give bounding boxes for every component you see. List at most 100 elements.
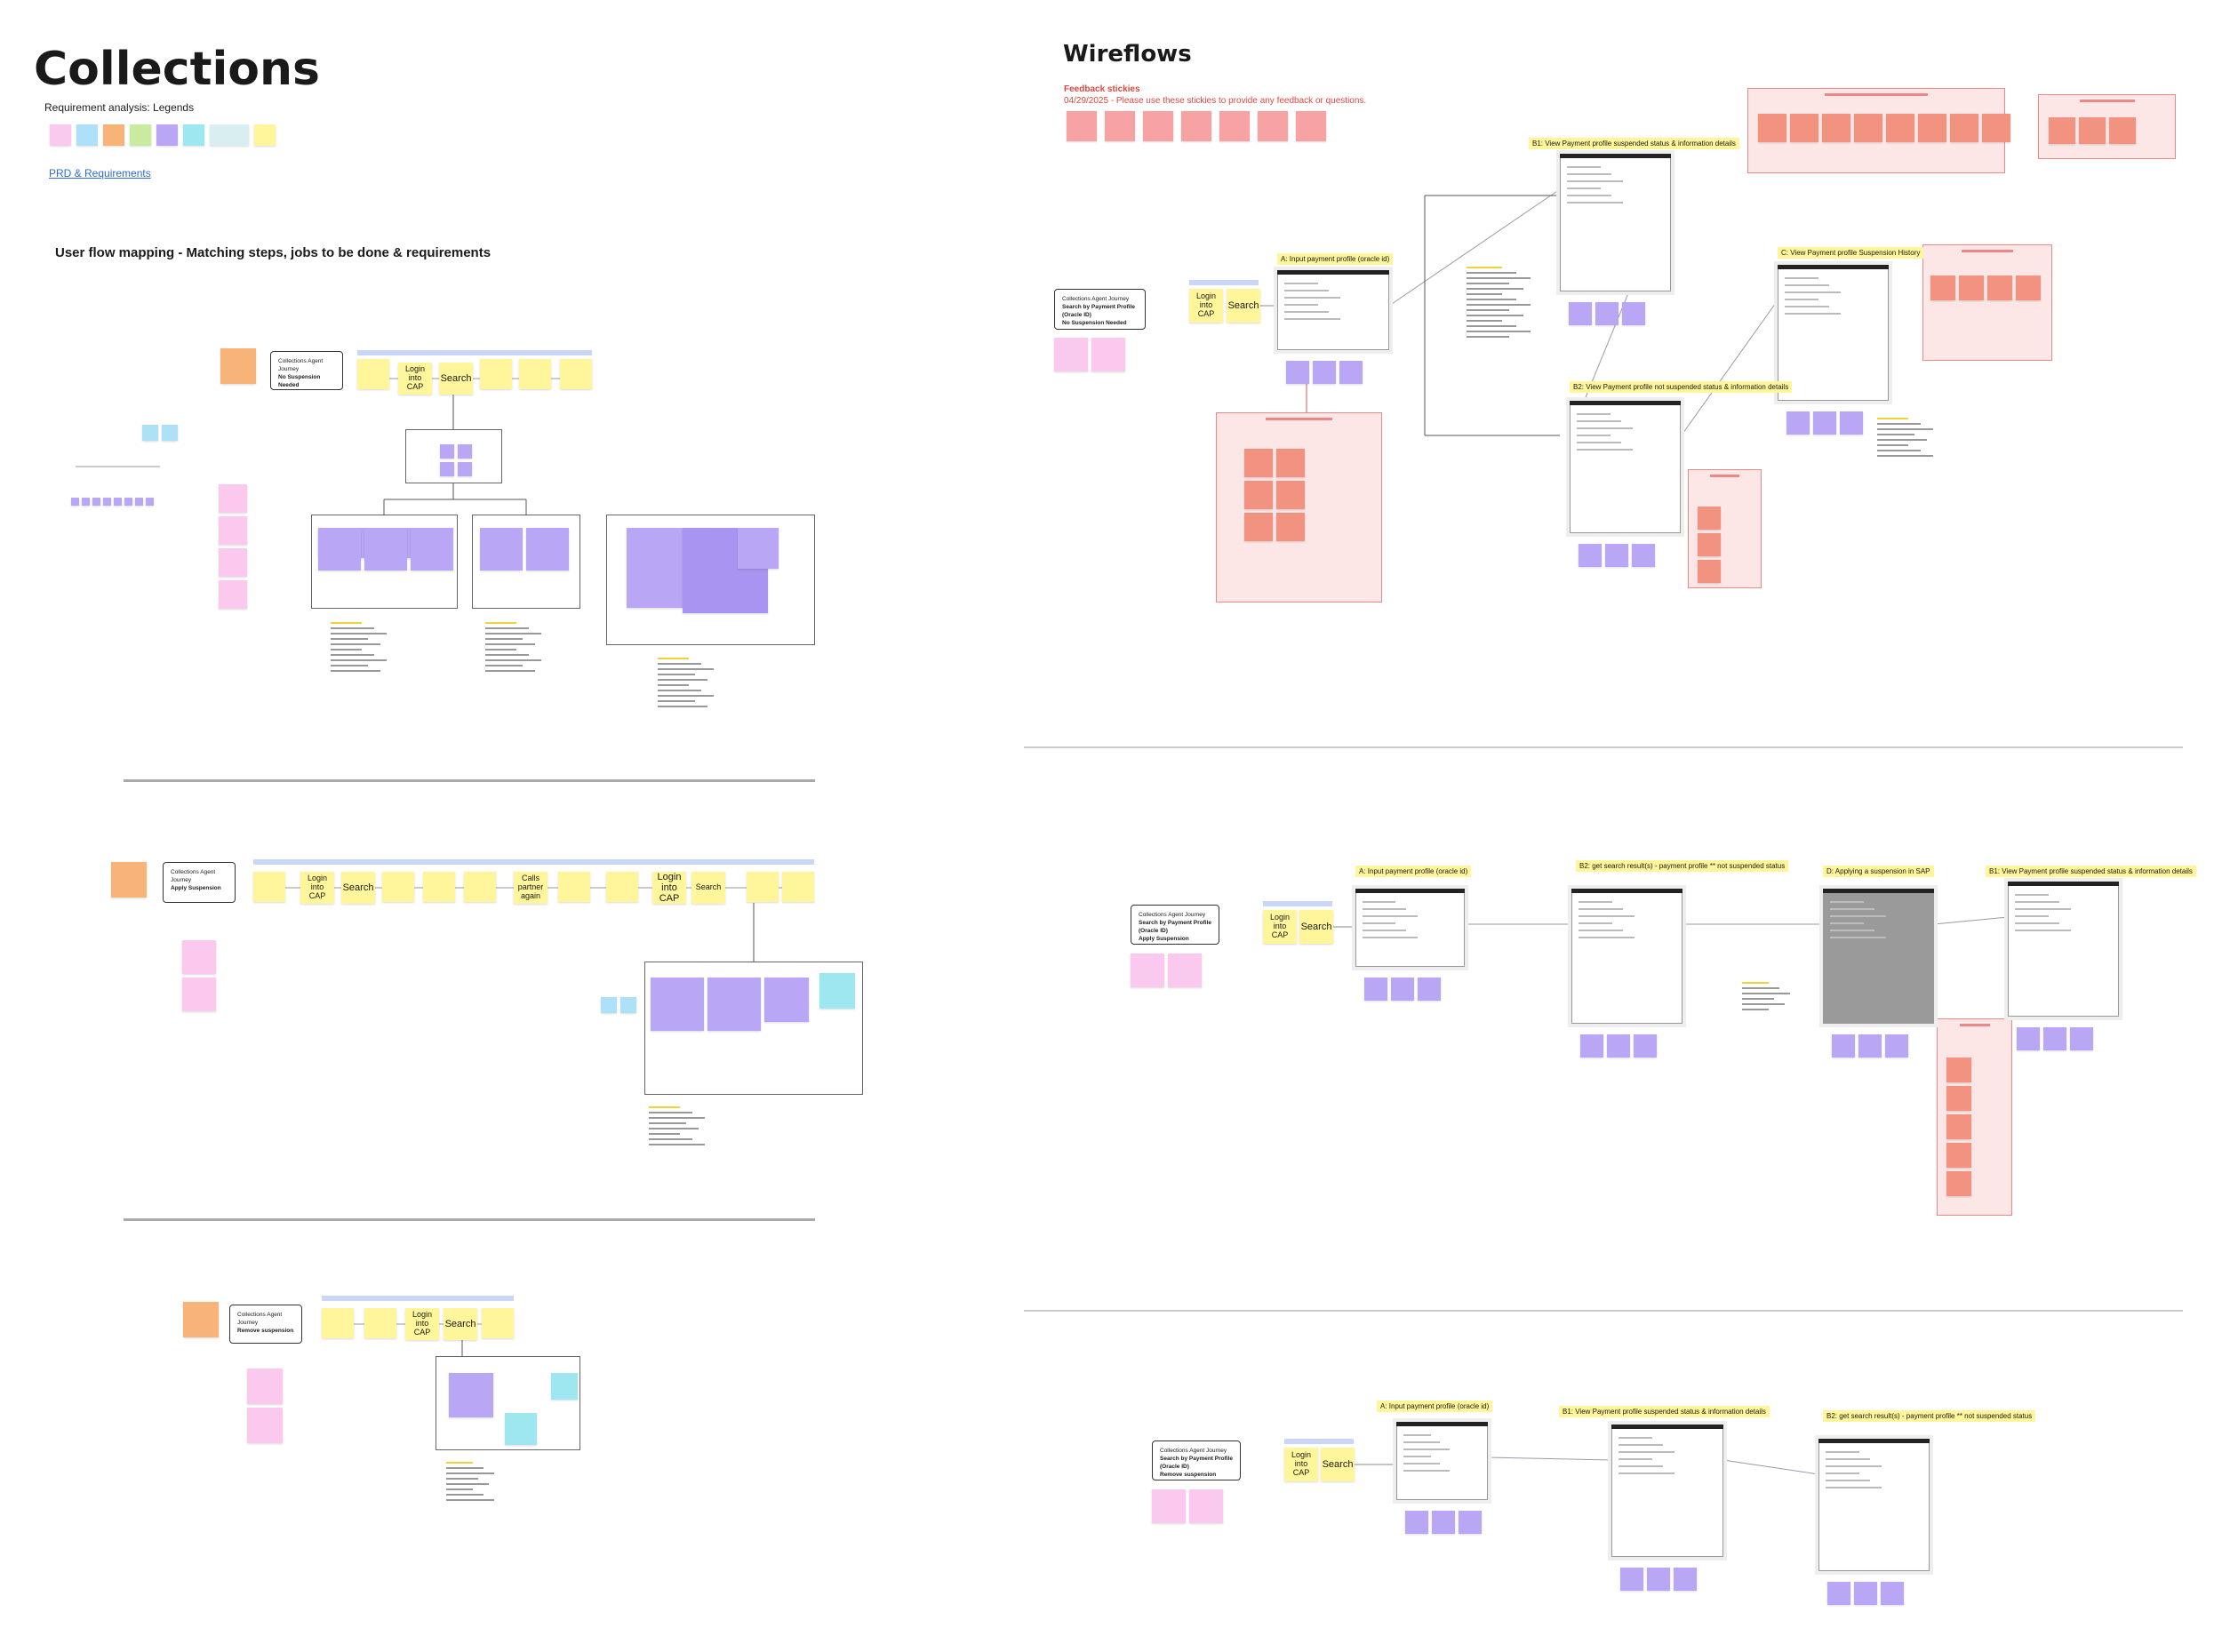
sticky-note	[1885, 1034, 1908, 1057]
sticky-note	[1698, 533, 1721, 556]
feedback-panel	[2038, 94, 2176, 159]
panel-heading	[1266, 418, 1332, 420]
flow-step: Login into CAP	[652, 872, 686, 904]
sticky-note	[1152, 1489, 1186, 1523]
screen-line	[1363, 937, 1418, 938]
screen-line	[1826, 1451, 1859, 1453]
panel-heading	[1959, 1024, 1990, 1026]
note-line	[1742, 993, 1790, 994]
sticky-note	[1432, 1511, 1455, 1534]
step-text: Login into CAP	[412, 1310, 433, 1337]
journey-text: Remove suspension	[1160, 1472, 1217, 1479]
sticky-note	[1854, 114, 1882, 142]
sticky-note	[551, 1373, 578, 1400]
screen-line	[1577, 427, 1633, 429]
sticky-note	[1674, 1568, 1697, 1591]
sticky-note	[1946, 1057, 1971, 1082]
sticky-note	[124, 498, 132, 506]
journey-text: Search by Payment Profile (Oracle ID)	[1139, 920, 1212, 935]
wireframe-screen	[1571, 889, 1682, 1024]
sticky-note	[219, 580, 247, 609]
section-label: C: View Payment profile Suspension Histo…	[1778, 247, 1924, 259]
connector	[1487, 1456, 1612, 1461]
sticky-note	[1632, 544, 1655, 567]
screen-line	[1284, 318, 1340, 320]
sticky-note	[1181, 111, 1211, 141]
sticky-note	[1786, 411, 1810, 435]
step-text: Search	[1322, 1458, 1354, 1470]
note-line	[1467, 272, 1516, 274]
screen-line	[1284, 311, 1330, 313]
note-line	[658, 674, 695, 675]
sticky-note	[1950, 114, 1978, 142]
step-text: Search	[1227, 299, 1259, 311]
section-label: B1: View Payment profile suspended statu…	[1559, 1406, 1770, 1417]
note-line	[1877, 418, 1908, 419]
note-line	[658, 679, 707, 681]
sticky-note	[1391, 978, 1414, 1001]
screen-line	[1830, 915, 1886, 917]
screen-line	[1363, 908, 1407, 910]
screen-line	[1567, 166, 1601, 168]
screen-line	[1785, 284, 1829, 286]
step-text: Login into CAP	[657, 871, 682, 905]
sticky-note	[1459, 1511, 1482, 1534]
connector	[1933, 916, 2009, 925]
note-line	[1467, 299, 1516, 300]
screen-line	[1579, 930, 1623, 931]
sticky-note	[1579, 544, 1602, 567]
phase-bar	[1189, 280, 1259, 285]
journey-text: Apply Suspension	[1139, 936, 1189, 943]
section-label: B2: View Payment profile not suspended s…	[1570, 381, 1793, 393]
sticky-note	[606, 872, 638, 902]
sticky-note	[219, 484, 247, 513]
screen-line	[1403, 1463, 1441, 1464]
sticky-note	[2049, 117, 2075, 144]
sticky-note	[1930, 275, 1955, 300]
feedback-note: 04/29/2025 - Please use these stickies t…	[1064, 96, 1367, 106]
screen-line	[1363, 915, 1418, 917]
divider	[124, 779, 815, 782]
step-text: Search	[440, 372, 472, 384]
note-line	[1467, 293, 1502, 295]
sticky-note	[382, 872, 414, 902]
sticky-note	[1918, 114, 1946, 142]
flow-step: Calls partner again	[514, 872, 548, 904]
note-line	[1467, 304, 1531, 306]
note-line	[331, 643, 380, 645]
sticky-note	[1313, 361, 1336, 384]
note-line	[658, 663, 701, 665]
screen-line	[1577, 435, 1611, 436]
sticky-note	[1219, 111, 1250, 141]
note-line	[331, 670, 380, 672]
screen-line	[1785, 313, 1841, 315]
journey-text: Remove suspension	[237, 1328, 294, 1335]
sticky-note	[1698, 507, 1721, 530]
sticky-note	[747, 872, 779, 902]
screen-line	[1567, 202, 1623, 204]
sticky-note	[247, 1369, 283, 1404]
screen-line	[1830, 922, 1864, 924]
section-text: B1: View Payment profile suspended statu…	[1532, 140, 1736, 148]
screen-line	[1284, 297, 1340, 299]
journey-text: Collections Agent Journey	[1139, 912, 1206, 918]
sticky-note	[219, 548, 247, 577]
step-text: Search	[444, 1318, 476, 1329]
sticky-note	[1244, 481, 1273, 509]
prd-link[interactable]: PRD & Requirements	[49, 167, 151, 180]
note-line	[1467, 325, 1516, 327]
sticky-note	[782, 872, 814, 902]
journey-card: Collections Agent Journey Search by Payme…	[1152, 1441, 1241, 1480]
sticky-note	[505, 1413, 537, 1445]
sticky-note	[1832, 1034, 1855, 1057]
screen-header	[1778, 265, 1889, 269]
note-line	[331, 627, 374, 629]
section-text: B1: View Payment profile suspended statu…	[1563, 1408, 1766, 1416]
journey-card: Collections Agent Journey Search by Payme…	[1131, 905, 1219, 945]
flow-step: Login into CAP	[405, 1308, 439, 1340]
note-line	[1467, 283, 1509, 284]
panel-heading	[1709, 475, 1740, 477]
sticky-note	[130, 124, 151, 146]
note-line	[1467, 320, 1502, 322]
note-line	[1877, 444, 1908, 446]
